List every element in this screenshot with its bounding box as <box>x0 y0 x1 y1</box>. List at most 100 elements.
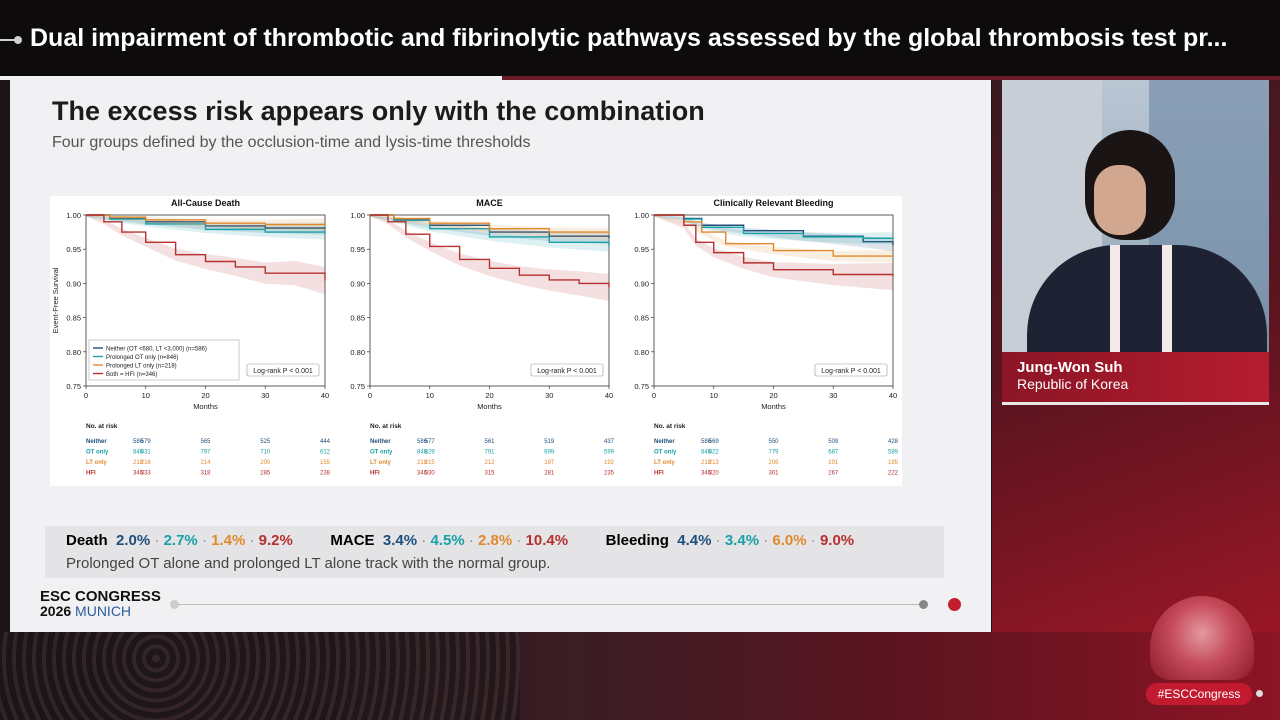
x-tick-label: 0 <box>652 391 656 400</box>
km-line-both <box>86 214 326 281</box>
mace-lt: 2.8% <box>478 532 513 549</box>
molecule-decoration <box>0 632 520 720</box>
lanyard <box>1162 245 1172 355</box>
death-ot: 2.7% <box>163 532 198 549</box>
risk-cell: 330 <box>425 471 436 477</box>
risk-row-label: LT only <box>654 460 676 466</box>
lanyard <box>1110 245 1120 355</box>
sep: · <box>249 532 255 549</box>
bleeding-lt: 6.0% <box>772 532 807 549</box>
km-chart-1: MACE 0.75 0.80 0.85 0.90 0.95 1.00 0 10 20 30 40 Mon… <box>350 198 614 477</box>
risk-cell: 315 <box>484 471 495 477</box>
y-tick-label: 0.95 <box>634 245 649 254</box>
chart-title: All-Cause Death <box>171 198 240 208</box>
sep: · <box>763 532 769 549</box>
km-line-lt <box>370 214 610 235</box>
bleeding-neither: 4.4% <box>677 532 712 549</box>
banner-progress-played <box>0 76 502 80</box>
logrank-box <box>814 363 888 377</box>
sep: · <box>468 532 474 549</box>
km-charts-panel: All-Cause Death 0.75 0.80 0.85 0.90 0.95 1.00 0… <box>50 196 902 486</box>
sep: · <box>201 532 207 549</box>
death-neither: 2.0% <box>116 532 151 549</box>
y-tick-label: 0.95 <box>350 245 365 254</box>
sep: · <box>421 532 427 549</box>
risk-cell: 333 <box>141 471 152 477</box>
globe-logo-icon <box>1150 596 1254 680</box>
risk-cell: 216 <box>141 460 152 466</box>
slide-progress-track <box>175 604 925 605</box>
risk-cell: 301 <box>768 471 779 477</box>
risk-cell: 846 <box>701 450 712 456</box>
risk-cell: 206 <box>768 460 779 466</box>
risk-cell: 346 <box>417 471 428 477</box>
esc-congress-logo: ESC CONGRESS 2026 MUNICH <box>40 588 161 618</box>
risk-cell: 550 <box>768 439 779 445</box>
legend-entry: Both = HFI (n=346) <box>106 372 157 378</box>
logrank-label: Log-rank P < 0.001 <box>537 368 597 375</box>
risk-cell: 525 <box>260 439 271 445</box>
y-tick-label: 0.90 <box>634 279 649 288</box>
risk-cell: 222 <box>888 471 899 477</box>
risk-cell: 218 <box>701 460 712 466</box>
legend-entry: Prolonged OT only (n=846) <box>106 355 178 361</box>
risk-cell: 238 <box>320 471 331 477</box>
mace-neither: 3.4% <box>382 532 418 549</box>
risk-cell: 191 <box>828 460 839 466</box>
y-tick-label: 0.75 <box>634 382 649 391</box>
x-axis-label: Months <box>761 402 786 411</box>
x-tick-label: 30 <box>261 391 269 400</box>
mace-ot: 4.5% <box>430 532 465 549</box>
y-tick-label: 0.75 <box>350 382 365 391</box>
risk-row-label: Neither <box>86 439 107 445</box>
x-tick-label: 40 <box>605 391 613 400</box>
logrank-label: Log-rank P < 0.001 <box>821 368 881 375</box>
banner-progress-remaining <box>502 76 1280 80</box>
logrank-box <box>246 363 320 377</box>
risk-cell: 831 <box>141 450 152 456</box>
x-tick-label: 30 <box>829 391 837 400</box>
risk-cell: 285 <box>260 471 271 477</box>
logo-line1: ESC CONGRESS <box>40 588 161 605</box>
y-tick-label: 0.85 <box>634 314 649 323</box>
risk-cell: 687 <box>828 450 839 456</box>
x-axis-label: Months <box>193 402 218 411</box>
risk-row-label: HFI <box>86 471 96 477</box>
summary-box: Death 2.0% · 2.7% · 1.4% · 9.2% MACE 3.4… <box>45 526 944 578</box>
risk-row-label: HFI <box>370 471 380 477</box>
x-tick-label: 10 <box>142 391 150 400</box>
risk-cell: 320 <box>709 471 720 477</box>
y-tick-label: 1.00 <box>350 211 365 220</box>
risk-table-title: No. at risk <box>654 423 686 430</box>
km-line-both <box>370 214 610 288</box>
x-tick-label: 30 <box>545 391 553 400</box>
mace-label: MACE <box>330 532 375 549</box>
risk-row-label: LT only <box>370 460 392 466</box>
progress-current-dot <box>948 598 961 611</box>
legend-entry: Prolonged LT only (n=218) <box>106 364 177 370</box>
summary-note: Prolonged OT alone and prolonged LT alon… <box>66 555 551 572</box>
speaker-face <box>1094 165 1146 235</box>
risk-cell: 218 <box>417 460 428 466</box>
risk-row-label: Neither <box>370 439 391 445</box>
sep: · <box>516 532 522 549</box>
risk-cell: 710 <box>260 450 271 456</box>
km-chart-2: Clinically Relevant Bleeding 0.75 0.80 0.85… <box>634 198 898 477</box>
x-tick-label: 0 <box>84 391 88 400</box>
logrank-label: Log-rank P < 0.001 <box>253 368 313 375</box>
progress-start-dot <box>170 600 179 609</box>
slide: The excess risk appears only with the co… <box>10 80 991 632</box>
risk-cell: 699 <box>544 450 555 456</box>
y-tick-label: 0.80 <box>634 348 649 357</box>
risk-cell: 586 <box>701 439 712 445</box>
x-tick-label: 10 <box>710 391 718 400</box>
y-tick-label: 0.85 <box>350 314 365 323</box>
x-tick-label: 40 <box>321 391 329 400</box>
risk-cell: 197 <box>544 460 555 466</box>
risk-cell: 791 <box>484 450 495 456</box>
x-tick-label: 10 <box>426 391 434 400</box>
risk-cell: 346 <box>133 471 144 477</box>
y-tick-label: 0.90 <box>350 279 365 288</box>
risk-cell: 215 <box>425 460 436 466</box>
risk-row-label: LT only <box>86 460 108 466</box>
